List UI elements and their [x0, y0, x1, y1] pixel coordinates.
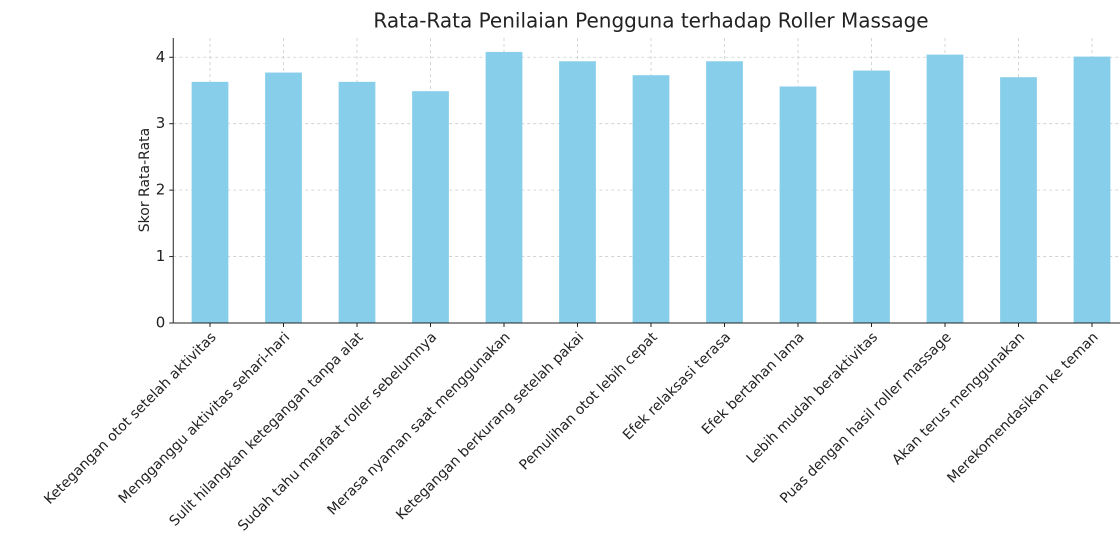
y-tick-label: 3	[156, 114, 166, 132]
bar	[265, 72, 302, 323]
bar	[632, 75, 670, 324]
bar	[706, 61, 743, 324]
bar	[926, 54, 964, 323]
bar	[338, 81, 376, 323]
y-tick-label: 1	[156, 247, 166, 265]
y-tick-label: 4	[156, 48, 166, 66]
x-tick-label: Pemulihan otot lebih cepat	[516, 329, 661, 474]
y-tick-label: 2	[156, 181, 166, 199]
y-axis-label: Skor Rata-Rata	[137, 128, 153, 232]
chart-title: Rata-Rata Penilaian Pengguna terhadap Ro…	[373, 9, 928, 33]
bar	[779, 86, 817, 323]
x-tick-label: Merekomendasikan ke teman	[944, 329, 1101, 486]
bar	[191, 81, 229, 323]
y-tick-label: 0	[156, 314, 166, 332]
bar	[853, 70, 890, 323]
bar	[1000, 77, 1037, 323]
bar	[559, 61, 596, 324]
bar	[1073, 56, 1111, 323]
x-tick-label: Lebih mudah beraktivitas	[744, 329, 881, 466]
bar	[412, 91, 449, 323]
x-tick-label: Akan terus menggunakan	[889, 329, 1028, 468]
bar	[485, 51, 523, 323]
